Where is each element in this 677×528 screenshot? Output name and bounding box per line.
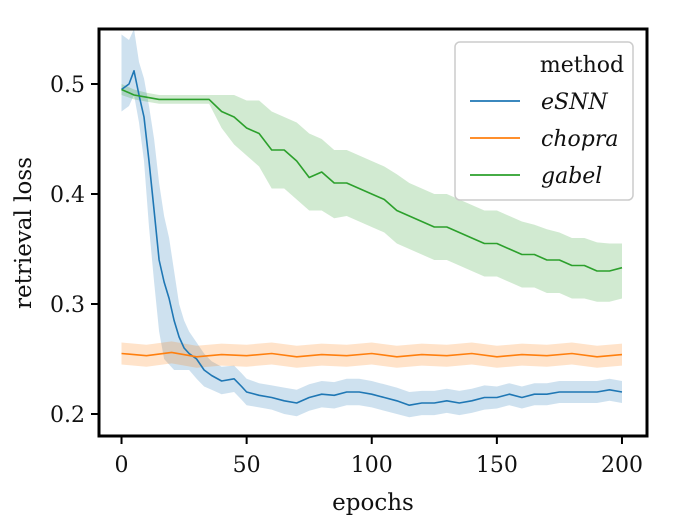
band-chopra — [121, 341, 622, 368]
legend-label-gabel: gabel — [541, 164, 602, 189]
series-lines — [121, 70, 623, 407]
x-tick-label: 0 — [115, 453, 129, 478]
x-axis-ticks: 0 50 100 150 200 — [115, 436, 643, 478]
line-esnn — [121, 70, 623, 407]
plot-frame — [97, 27, 649, 438]
x-axis-label: epochs — [332, 490, 414, 516]
legend-items: eSNN chopra gabel — [470, 90, 618, 189]
legend-box — [454, 41, 634, 201]
y-tick-label: 0.3 — [50, 293, 85, 318]
legend: method eSNN chopra gabel — [454, 41, 634, 201]
x-tick-label: 200 — [601, 453, 643, 478]
confidence-bands — [121, 29, 622, 418]
legend-label-chopra: chopra — [541, 127, 618, 152]
y-tick-label: 0.4 — [50, 183, 85, 208]
y-axis-ticks: 0.2 0.3 0.4 0.5 — [50, 73, 99, 428]
x-tick-label: 100 — [351, 453, 393, 478]
line-chopra — [121, 351, 623, 358]
y-axis-label: retrieval loss — [11, 157, 37, 309]
x-tick-label: 150 — [476, 453, 518, 478]
y-tick-label: 0.2 — [50, 403, 85, 428]
band-gabel — [121, 84, 622, 302]
x-tick-label: 50 — [233, 453, 261, 478]
line-gabel — [121, 88, 623, 272]
legend-label-esnn: eSNN — [541, 90, 608, 115]
legend-title: method — [540, 53, 624, 78]
y-tick-label: 0.5 — [50, 73, 85, 98]
